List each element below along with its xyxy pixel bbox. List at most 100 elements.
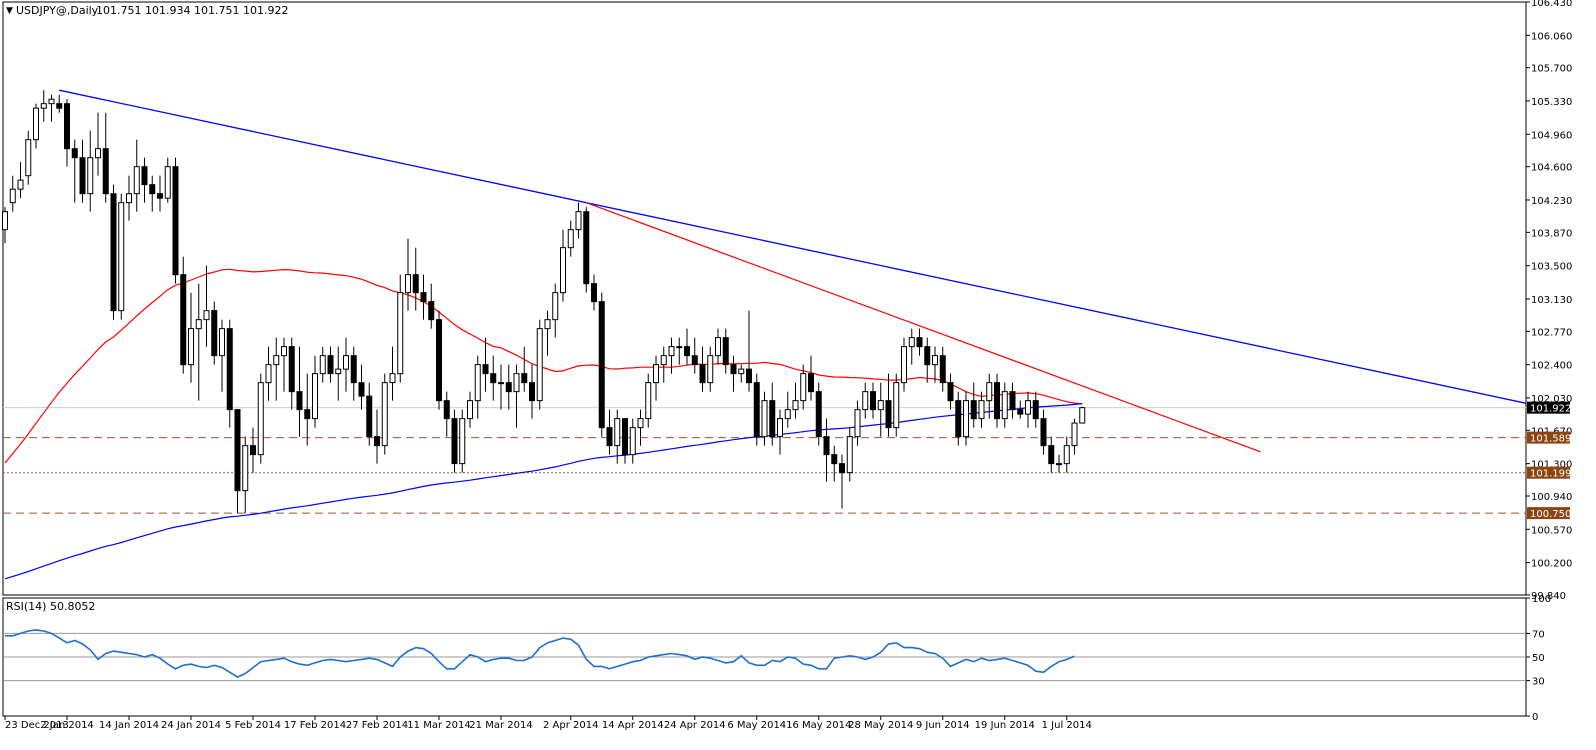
lower-trendline xyxy=(586,202,1261,453)
candle-up xyxy=(761,400,768,438)
candle-down xyxy=(71,148,78,159)
x-tick-label: 1 Jul 2014 xyxy=(1042,720,1092,731)
candle-up xyxy=(1063,445,1070,465)
candle-down xyxy=(451,418,458,465)
level-price-tag xyxy=(1527,466,1570,479)
candle-down xyxy=(110,193,117,312)
candle-down xyxy=(374,436,380,447)
candle-up xyxy=(17,179,24,190)
candle-down xyxy=(1032,400,1039,420)
candle-up xyxy=(854,409,861,438)
candle-down xyxy=(149,184,156,195)
candle-up xyxy=(335,368,342,375)
candle-down xyxy=(1009,391,1016,411)
candle-up xyxy=(862,391,869,411)
candle-down xyxy=(970,400,977,420)
candle-down xyxy=(839,463,845,474)
candle-up xyxy=(9,188,16,204)
candle-down xyxy=(591,283,597,303)
price-y-tick-label: 102.770 xyxy=(1531,327,1572,338)
candle-down xyxy=(924,346,931,366)
candle-down xyxy=(56,103,63,109)
candle-up xyxy=(567,229,574,249)
candle-down xyxy=(79,157,86,195)
candle-down xyxy=(288,346,295,393)
candle-up xyxy=(575,211,582,231)
x-tick-label: 14 Jan 2014 xyxy=(99,720,159,731)
rsi-y-tick-label: 30 xyxy=(1532,677,1545,688)
candle-up xyxy=(877,400,884,411)
rsi-header: RSI(14) 50.8052 xyxy=(6,600,95,613)
x-tick-label: 23 Dec 2013 xyxy=(5,720,69,731)
price-y-tick-label: 102.030 xyxy=(1531,394,1572,405)
candle-up xyxy=(257,382,264,456)
candle-down xyxy=(327,355,334,375)
x-tick-label: 19 Jun 2014 xyxy=(975,720,1035,731)
candle-down xyxy=(815,391,822,438)
candle-up xyxy=(312,373,318,420)
candle-down xyxy=(482,364,489,375)
candle-down xyxy=(722,337,729,366)
candle-down xyxy=(436,319,442,402)
x-tick-label: 11 Mar 2014 xyxy=(407,720,470,731)
candle-up xyxy=(536,328,543,402)
chart-ohlc-text: 101.751 101.934 101.751 101.922 xyxy=(96,4,288,17)
x-tick-label: 24 Apr 2014 xyxy=(664,720,726,731)
rsi-y-tick-label: 50 xyxy=(1532,653,1545,664)
level-price-tag-label: 100.750 xyxy=(1530,509,1571,520)
candle-down xyxy=(699,364,706,384)
candle-down xyxy=(730,364,737,375)
candle-up xyxy=(800,373,807,402)
candle-up xyxy=(319,355,326,375)
rsi-y-tick-label: 0 xyxy=(1532,712,1538,723)
candle-down xyxy=(808,373,814,393)
candle-down xyxy=(746,368,752,384)
candle-down xyxy=(234,409,241,492)
x-tick-label: 21 Mar 2014 xyxy=(469,720,532,731)
candle-up xyxy=(1001,391,1008,420)
candle-down xyxy=(102,148,109,195)
candle-down xyxy=(684,346,690,357)
candle-down xyxy=(598,301,605,429)
candle-down xyxy=(412,274,419,294)
rsi-line xyxy=(5,629,1075,679)
candle-up xyxy=(164,166,171,199)
candle-up xyxy=(265,364,272,384)
level-price-tag-label: 101.199 xyxy=(1530,469,1571,480)
price-y-tick-label: 105.330 xyxy=(1531,97,1572,108)
x-tick-label: 6 May 2014 xyxy=(727,720,786,731)
candle-down xyxy=(947,382,954,402)
candle-up xyxy=(784,409,791,420)
x-tick-label: 16 May 2014 xyxy=(786,720,851,731)
price-y-tick-label: 106.060 xyxy=(1531,31,1572,42)
candle-down xyxy=(885,400,892,429)
candle-down xyxy=(823,436,830,456)
candle-up xyxy=(932,355,938,366)
price-y-tick-label: 104.230 xyxy=(1531,196,1572,207)
candle-down xyxy=(939,355,946,384)
candle-up xyxy=(629,427,636,456)
upper-trendline xyxy=(59,89,1527,404)
candle-up xyxy=(707,355,714,384)
candle-up xyxy=(715,337,721,357)
candle-down xyxy=(622,418,628,456)
candle-up xyxy=(48,98,55,105)
candle-up xyxy=(846,436,853,474)
candle-down xyxy=(64,103,70,150)
candle-up xyxy=(1079,407,1086,424)
candle-up xyxy=(389,373,396,384)
x-tick-label: 2 Jan 2014 xyxy=(40,720,94,731)
x-tick-label: 2 Apr 2014 xyxy=(543,720,598,731)
level-price-tag-label: 101.589 xyxy=(1530,434,1571,445)
candle-down xyxy=(870,391,876,411)
candle-up xyxy=(637,418,644,429)
candle-up xyxy=(281,346,287,357)
candle-up xyxy=(978,400,985,420)
candle-up xyxy=(25,139,32,177)
candle-up xyxy=(242,445,249,492)
candle-down xyxy=(505,382,512,393)
price-y-tick-label: 105.700 xyxy=(1531,64,1572,75)
candle-down xyxy=(691,355,698,366)
